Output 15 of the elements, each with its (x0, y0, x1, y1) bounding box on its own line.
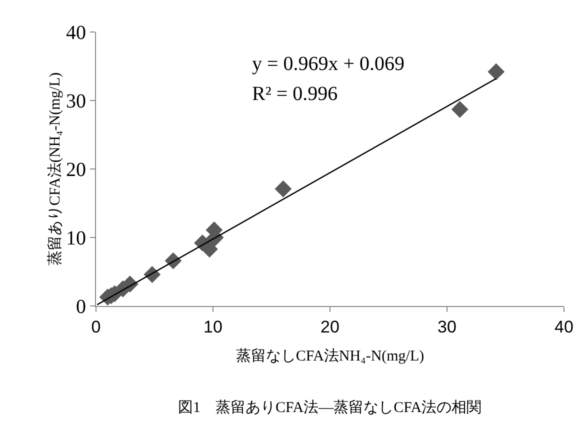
caption: 図1 蒸留ありCFA法―蒸留なしCFA法の相関 (178, 399, 482, 416)
y-tick-label: 10 (66, 228, 86, 250)
y-tick-label: 40 (66, 22, 86, 44)
y-tick-label: 20 (66, 159, 86, 181)
y-tick-label: 30 (66, 90, 86, 112)
annotation: y = 0.969x + 0.069 (252, 53, 405, 75)
x-tick-label: 10 (204, 317, 222, 336)
x-tick-label: 40 (554, 317, 574, 336)
x-tick-label: 30 (438, 317, 456, 336)
x-axis-title: 蒸留なしCFA法NH₄-N(mg/L) (236, 347, 424, 364)
x-tick-label: 20 (320, 317, 340, 336)
y-tick-label: 0 (76, 296, 86, 318)
x-tick-label: 0 (91, 317, 101, 336)
y-axis-title: 蒸留ありCFA法(NH₄-N(mg/L) (46, 72, 64, 266)
annotation: R² = 0.996 (252, 83, 338, 105)
